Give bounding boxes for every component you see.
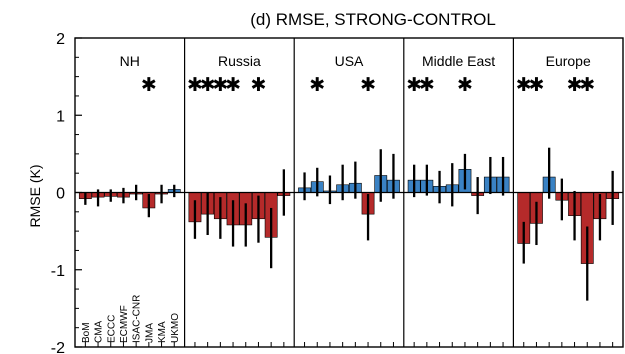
model-label: ISAC-CNR — [132, 295, 143, 343]
y-tick-label: 2 — [56, 31, 65, 48]
axis-layer: 2 1 0 -1 -2 — [51, 31, 624, 354]
chart-title: (d) RMSE, STRONG-CONTROL — [250, 10, 496, 29]
panel-label: NH — [120, 53, 140, 69]
significance-star: ✱ — [360, 75, 376, 96]
model-label: CMA — [94, 320, 105, 343]
significance-star: ✱ — [516, 75, 532, 96]
model-label: JMA — [144, 323, 155, 343]
y-axis-label: RMSE (K) — [27, 165, 43, 228]
panel-usa: USA ✱ ✱ — [298, 53, 400, 241]
panel-russia: Russia✱✱✱✱ ✱ — [187, 53, 291, 269]
panel-middle-east: Middle East✱✱ ✱ — [406, 53, 510, 215]
model-label: ECMWF — [119, 305, 130, 343]
significance-star: ✱ — [141, 75, 157, 96]
model-label: KMA — [157, 321, 168, 343]
significance-star: ✱ — [309, 75, 325, 96]
significance-star: ✱ — [579, 75, 595, 96]
significance-star: ✱ — [528, 75, 544, 96]
y-tick-label: -1 — [51, 263, 65, 280]
significance-star: ✱ — [212, 75, 228, 96]
significance-star: ✱ — [419, 75, 435, 96]
significance-star: ✱ — [187, 75, 203, 96]
model-label: BoM — [81, 322, 92, 343]
significance-star: ✱ — [567, 75, 583, 96]
panels-layer: NH BoM CMA ECCC ECMWF ISAC-CNR ✱ JMA KMA UKMO Russ… — [78, 53, 620, 343]
panel-label: Russia — [218, 53, 261, 69]
model-label: ECCC — [106, 315, 117, 343]
y-tick-label: 1 — [56, 108, 65, 125]
significance-star: ✱ — [250, 75, 266, 96]
significance-star: ✱ — [225, 75, 241, 96]
panel-label: Middle East — [422, 53, 495, 69]
y-tick-label: -2 — [51, 340, 65, 354]
significance-star: ✱ — [406, 75, 422, 96]
significance-star: ✱ — [457, 75, 473, 96]
panel-nh: NH BoM CMA ECCC ECMWF ISAC-CNR ✱ JMA KMA UKMO — [78, 53, 181, 343]
panel-label: USA — [335, 53, 364, 69]
panel-europe: Europe✱✱ ✱✱ — [516, 53, 620, 301]
panel-label: Europe — [546, 53, 591, 69]
y-tick-label: 0 — [56, 186, 65, 203]
significance-star: ✱ — [200, 75, 216, 96]
model-label: UKMO — [170, 313, 181, 343]
